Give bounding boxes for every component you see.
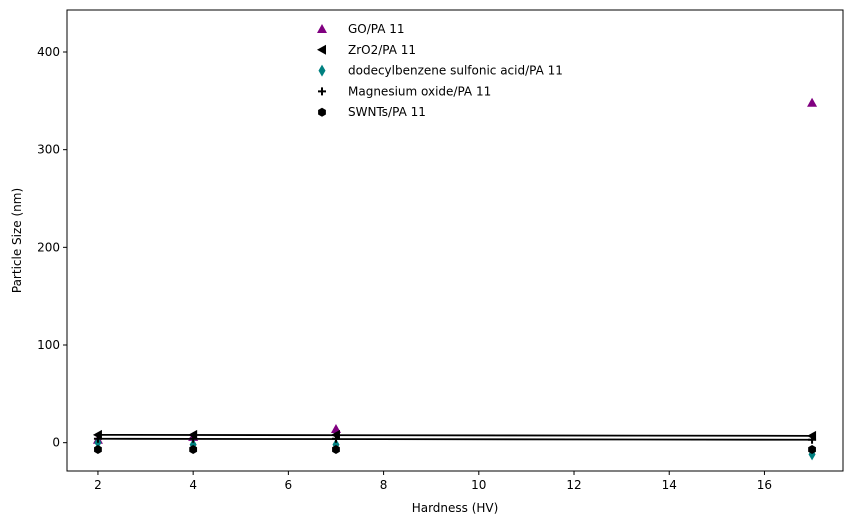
- legend-marker: [317, 24, 327, 33]
- trend-lines: [97, 433, 813, 441]
- data-point-series-5: [189, 445, 198, 455]
- legend-label: GO/PA 11: [348, 22, 405, 36]
- data-point-series-4: [93, 434, 102, 443]
- y-tick-label: 300: [37, 143, 60, 157]
- y-tick-label: 100: [37, 338, 60, 352]
- data-point-series-4: [189, 434, 198, 443]
- data-point-series-5: [808, 445, 816, 455]
- y-axis-ticks: 0 100 200 300 400: [37, 45, 67, 450]
- x-tick-label: 2: [94, 478, 102, 492]
- x-tick-label: 14: [662, 478, 677, 492]
- data-point-series-1: [807, 97, 818, 107]
- x-axis-label: Hardness (HV): [412, 501, 499, 515]
- data-point-series-5: [332, 445, 340, 455]
- y-tick-label: 400: [37, 45, 60, 59]
- y-tick-label: 0: [52, 436, 60, 450]
- y-tick-label: 200: [37, 240, 60, 254]
- x-tick-label: 10: [471, 478, 486, 492]
- y-axis-label: Particle Size (nm): [10, 188, 24, 293]
- legend-marker: [318, 64, 326, 77]
- trend-line: [97, 433, 813, 437]
- plot-area: [66, 9, 844, 472]
- x-tick-label: 8: [380, 478, 388, 492]
- legend-label: SWNTs/PA 11: [348, 105, 426, 119]
- x-tick-label: 6: [285, 478, 293, 492]
- data-point-series-4: [331, 434, 340, 443]
- x-tick-label: 4: [189, 478, 197, 492]
- trend-line: [97, 437, 813, 441]
- legend-marker: [317, 44, 326, 55]
- legend-label: dodecylbenzene sulfonic acid/PA 11: [348, 64, 563, 78]
- legend-marker: [318, 107, 326, 117]
- data-markers: [92, 97, 818, 461]
- legend-label: ZrO2/PA 11: [348, 43, 416, 57]
- legend-marker: [318, 87, 326, 96]
- data-point-series-4: [808, 435, 817, 444]
- x-axis-ticks: 2 4 6 8 10 12 14 16: [94, 471, 772, 492]
- legend: GO/PA 11 ZrO2/PA 11 dodecylbenzene sulfoni…: [317, 22, 563, 119]
- x-tick-label: 16: [757, 478, 772, 492]
- legend-label: Magnesium oxide/PA 11: [348, 84, 491, 98]
- plot-frame: [66, 9, 844, 472]
- x-tick-label: 12: [566, 478, 581, 492]
- data-point-series-5: [94, 445, 102, 455]
